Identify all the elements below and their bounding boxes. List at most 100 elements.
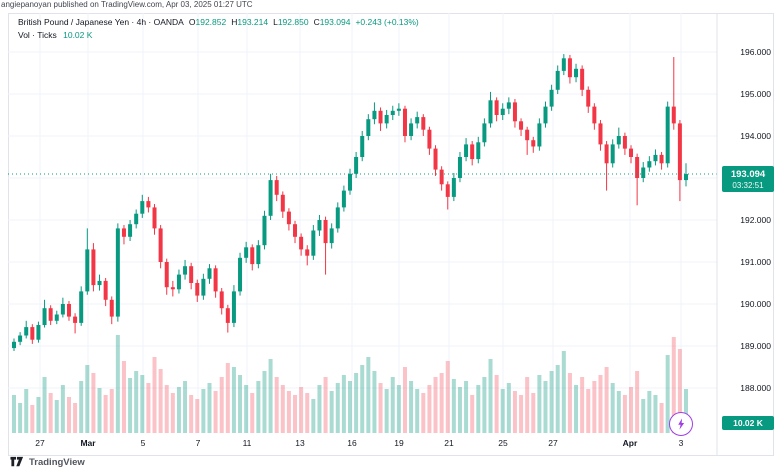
candle-body <box>189 266 194 283</box>
volume-bar <box>18 403 23 433</box>
candle-body <box>366 119 371 136</box>
lightning-icon[interactable] <box>669 412 693 436</box>
volume-bar <box>274 377 279 433</box>
symbol-row: British Pound / Japanese Yen · 4h · OAND… <box>18 17 419 27</box>
volume-bar <box>256 381 261 433</box>
candle-body <box>555 70 560 90</box>
candle-body <box>42 308 47 325</box>
volume-bar <box>286 391 291 433</box>
volume-bar <box>299 387 304 433</box>
volume-bar <box>500 389 505 433</box>
volume-bar <box>555 365 560 433</box>
candle-body <box>567 58 572 78</box>
candle-body <box>109 299 114 317</box>
candle-body <box>580 68 585 90</box>
candle-body <box>329 228 334 244</box>
volume-bar <box>610 383 615 433</box>
candle-body <box>647 161 652 168</box>
candle-body <box>134 213 139 225</box>
volume-bar <box>457 387 462 433</box>
candle-body <box>238 257 243 292</box>
volume-bar <box>677 349 682 433</box>
tradingview-logo[interactable]: TradingView <box>10 456 85 468</box>
candle-body <box>598 123 603 145</box>
volume-bar <box>213 391 218 433</box>
candle-body <box>219 291 224 309</box>
candle-body <box>629 148 634 157</box>
volume-bar <box>659 403 664 433</box>
volume-bar <box>512 391 517 433</box>
volume-bar <box>531 393 536 433</box>
candle-body <box>684 174 688 181</box>
volume-bar <box>348 381 352 433</box>
chart-legend: British Pound / Japanese Yen · 4h · OAND… <box>18 17 419 40</box>
candle-body <box>531 140 536 147</box>
candle-body <box>574 68 579 78</box>
candle-body <box>464 144 469 157</box>
candle-body <box>390 110 395 115</box>
volume-bar <box>115 335 120 433</box>
tradingview-logo-text: TradingView <box>29 456 85 468</box>
candle-body <box>317 220 322 231</box>
candle-body <box>250 247 255 265</box>
volume-bar <box>451 379 456 433</box>
close-value: 193.094 <box>319 17 351 27</box>
volume-bar <box>335 383 340 433</box>
candle-body <box>354 157 359 174</box>
volume-bar <box>311 399 316 433</box>
volume-bar <box>635 371 640 433</box>
volume-bar <box>268 359 273 433</box>
volume-bar <box>567 373 572 433</box>
candle-body <box>427 129 432 149</box>
volume-bar <box>366 357 371 433</box>
candle-body <box>54 314 59 321</box>
candle-body <box>451 178 456 197</box>
volume-bar <box>164 385 169 433</box>
candle-body <box>537 123 542 147</box>
candle-body <box>341 190 346 208</box>
volume-bar <box>641 399 646 433</box>
candle-body <box>677 123 682 181</box>
candle-body <box>439 169 444 185</box>
volume-row: Vol · Ticks 10.02 K <box>18 30 419 40</box>
volume-label: Vol · Ticks <box>18 30 57 40</box>
candle-body <box>335 207 340 229</box>
volume-bar <box>488 359 493 433</box>
volume-bar <box>647 391 652 433</box>
candle-body <box>79 291 84 323</box>
candle-body <box>482 123 487 143</box>
candle-body <box>244 247 249 258</box>
volume-bar <box>372 371 377 433</box>
volume-bar <box>574 385 579 433</box>
candle-body <box>384 115 389 124</box>
chart-panel[interactable] <box>8 13 774 456</box>
volume-bar <box>341 375 346 433</box>
candle-body <box>671 106 676 124</box>
volume-bar <box>580 377 585 433</box>
candle-body <box>164 262 169 288</box>
volume-bar <box>305 393 310 433</box>
volume-bar <box>671 337 676 433</box>
volume-bar <box>60 385 65 433</box>
volume-bar <box>97 388 102 433</box>
volume-bar <box>439 373 444 433</box>
candle-body <box>476 142 481 160</box>
high-label: H <box>231 17 238 27</box>
candle-body <box>146 201 151 208</box>
volume-bar <box>73 403 78 433</box>
candle-body <box>274 180 279 195</box>
volume-bar <box>293 395 298 433</box>
volume-bar <box>219 377 224 433</box>
candle-body <box>561 58 566 71</box>
candle-body <box>506 102 511 109</box>
tradingview-logo-icon <box>10 456 24 467</box>
candle-body <box>409 123 414 136</box>
candle-body <box>610 144 615 164</box>
candle-body <box>262 215 267 246</box>
volume-bar <box>152 357 157 433</box>
volume-bar <box>262 371 267 433</box>
candle-body <box>176 274 181 290</box>
volume-bar <box>470 395 475 433</box>
candle-body <box>525 129 530 141</box>
